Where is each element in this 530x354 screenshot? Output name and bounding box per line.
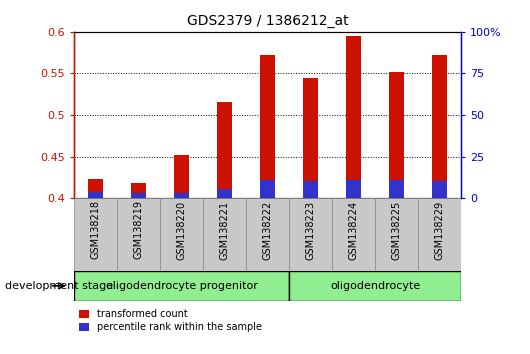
Bar bbox=[346, 36, 361, 198]
Bar bbox=[217, 102, 232, 198]
Text: GSM138219: GSM138219 bbox=[134, 200, 144, 259]
Bar bbox=[418, 198, 461, 271]
Bar bbox=[289, 271, 461, 301]
Bar bbox=[131, 183, 146, 198]
Bar bbox=[389, 180, 404, 198]
Text: GSM138223: GSM138223 bbox=[306, 200, 316, 259]
Bar bbox=[432, 181, 447, 198]
Bar bbox=[332, 198, 375, 271]
Text: GSM138224: GSM138224 bbox=[349, 200, 359, 259]
Text: GSM138225: GSM138225 bbox=[392, 200, 402, 260]
Legend: transformed count, percentile rank within the sample: transformed count, percentile rank withi… bbox=[79, 309, 262, 332]
Text: GSM138222: GSM138222 bbox=[263, 200, 272, 260]
Bar bbox=[88, 179, 103, 198]
Bar bbox=[74, 271, 289, 301]
Bar bbox=[217, 189, 232, 198]
Bar bbox=[117, 198, 160, 271]
Text: GSM138220: GSM138220 bbox=[176, 200, 187, 259]
Text: development stage: development stage bbox=[5, 281, 113, 291]
Bar bbox=[174, 155, 189, 198]
Bar bbox=[260, 180, 275, 198]
Text: GSM138221: GSM138221 bbox=[219, 200, 229, 259]
Bar bbox=[375, 198, 418, 271]
Bar bbox=[246, 198, 289, 271]
Text: GSM138218: GSM138218 bbox=[91, 200, 101, 259]
Text: oligodendrocyte: oligodendrocyte bbox=[330, 281, 420, 291]
Title: GDS2379 / 1386212_at: GDS2379 / 1386212_at bbox=[187, 14, 348, 28]
Bar bbox=[203, 198, 246, 271]
Text: oligodendrocyte progenitor: oligodendrocyte progenitor bbox=[105, 281, 258, 291]
Bar bbox=[432, 55, 447, 198]
Bar bbox=[260, 55, 275, 198]
Text: GSM138229: GSM138229 bbox=[435, 200, 445, 259]
Bar bbox=[174, 193, 189, 198]
Bar bbox=[389, 72, 404, 198]
Bar bbox=[88, 192, 103, 198]
Bar bbox=[74, 198, 117, 271]
Bar bbox=[131, 193, 146, 198]
Bar bbox=[303, 181, 318, 198]
Bar bbox=[160, 198, 203, 271]
Bar bbox=[346, 180, 361, 198]
Bar bbox=[303, 78, 318, 198]
Bar bbox=[289, 198, 332, 271]
